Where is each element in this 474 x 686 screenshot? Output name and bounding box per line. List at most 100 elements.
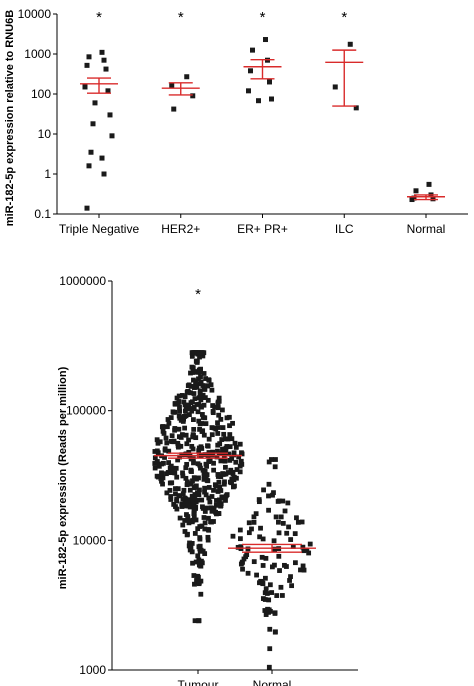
panel-b-data-point [205, 537, 211, 543]
panel-b-data-point [179, 432, 185, 437]
panel-b-data-point [225, 470, 231, 475]
panel-b-data-point [196, 618, 202, 624]
panel-b-data-point [198, 397, 204, 403]
panel-b-data-point [232, 440, 238, 446]
panel-b-data-point [218, 488, 224, 493]
panel-b-data-point [183, 432, 189, 438]
panel-b-data-point [251, 514, 257, 520]
panel-b-data-point [196, 562, 202, 568]
panel-b-data-point [301, 567, 307, 573]
panel-b-tumour-normal-chart: miR-182-5p expression (Reads per million… [57, 274, 358, 686]
panel-b-data-point [237, 469, 243, 475]
panel-b-data-point [278, 514, 284, 520]
panel-a-data-point [107, 112, 113, 118]
panel-b-data-point [166, 448, 172, 454]
panel-b-data-point [202, 452, 208, 457]
panel-b-data-point [213, 426, 219, 432]
panel-b-data-point [205, 383, 210, 389]
panel-b-data-point [187, 518, 192, 524]
panel-b-data-point [299, 519, 305, 525]
panel-b-data-point [201, 515, 207, 520]
panel-b-data-point [187, 544, 193, 550]
panel-b-data-point [279, 593, 285, 598]
panel-b-data-point [209, 387, 215, 393]
panel-b-data-point [223, 464, 228, 470]
panel-b-data-point [177, 515, 183, 521]
panel-b-data-point [301, 548, 307, 554]
panel-b-data-point [294, 515, 299, 521]
panel-b-data-point [209, 508, 215, 514]
panel-b-data-point [161, 431, 167, 436]
panel-b-data-point [184, 441, 190, 447]
panel-b-data-point [182, 425, 188, 431]
panel-b-data-point [152, 465, 158, 471]
panel-b-data-point [257, 534, 263, 540]
panel-a-x-tick-label: ER+ PR+ [237, 222, 288, 236]
panel-b-data-point [217, 441, 223, 447]
panel-b-data-point [189, 493, 195, 499]
panel-b-data-point [191, 509, 197, 515]
panel-b-data-point [197, 487, 202, 493]
panel-b-data-point [210, 449, 216, 455]
panel-a-data-point [82, 84, 88, 90]
panel-b-data-point [168, 497, 174, 502]
panel-b-data-point [227, 479, 233, 485]
panel-b-data-point [182, 394, 188, 400]
panel-b-data-point [266, 597, 272, 603]
panel-b-data-point [160, 475, 166, 481]
panel-b-data-point [280, 520, 286, 526]
panel-b-data-point [181, 414, 187, 419]
panel-b-data-point [190, 446, 196, 452]
panel-b-data-point [164, 440, 170, 446]
panel-b-data-point [178, 435, 184, 440]
panel-b-data-point [199, 412, 205, 417]
panel-b-data-point [198, 403, 204, 409]
panel-b-data-point [202, 526, 208, 532]
panel-b-data-point [222, 458, 228, 464]
panel-b-data-point [196, 475, 201, 481]
panel-b-data-point [233, 444, 239, 450]
panel-b-data-point [185, 503, 191, 509]
panel-b-data-point [203, 376, 209, 381]
panel-a-y-tick-label: 1000 [24, 47, 51, 61]
panel-b-data-point [155, 474, 161, 480]
panel-b-data-point [152, 449, 158, 454]
panel-b-data-point [185, 479, 190, 485]
panel-b-data-point [211, 505, 217, 511]
panel-b-data-point [184, 461, 190, 467]
panel-b-data-point [215, 425, 221, 430]
panel-b-data-point [270, 492, 275, 498]
panel-b-data-point [295, 519, 301, 525]
panel-b-data-point [241, 556, 247, 562]
panel-b-data-point [215, 420, 220, 426]
panel-b-data-point [168, 470, 174, 476]
panel-a-data-point [171, 106, 177, 112]
panel-b-data-point [154, 437, 160, 443]
panel-b-data-point [198, 379, 204, 385]
panel-a-data-point [267, 79, 272, 85]
panel-b-data-point [197, 543, 203, 549]
panel-b-data-point [184, 482, 190, 488]
panel-b-data-point [159, 478, 164, 484]
panel-b-data-point [272, 611, 278, 616]
panel-a-data-point [332, 84, 338, 90]
panel-b-data-point [192, 531, 198, 536]
panel-b-data-point [197, 535, 203, 540]
panel-b-data-point [218, 458, 224, 464]
panel-b-data-point [188, 370, 193, 376]
panel-b-data-point [176, 426, 182, 432]
panel-b-data-point [238, 561, 244, 567]
panel-b-data-point [272, 629, 278, 635]
panel-b-data-point [292, 531, 298, 537]
panel-b-y-tick-label: 1000 [79, 663, 106, 677]
panel-b-data-point [186, 402, 192, 408]
panel-b-data-point [226, 451, 231, 457]
panel-b-data-point [212, 404, 218, 410]
panel-b-data-point [165, 417, 171, 422]
panel-a-data-point [190, 93, 196, 99]
panel-b-data-point [224, 444, 230, 449]
panel-b-data-point [175, 444, 181, 450]
panel-b-data-point [215, 431, 221, 436]
panel-b-data-point [172, 409, 178, 415]
panel-b-data-point [276, 519, 281, 525]
